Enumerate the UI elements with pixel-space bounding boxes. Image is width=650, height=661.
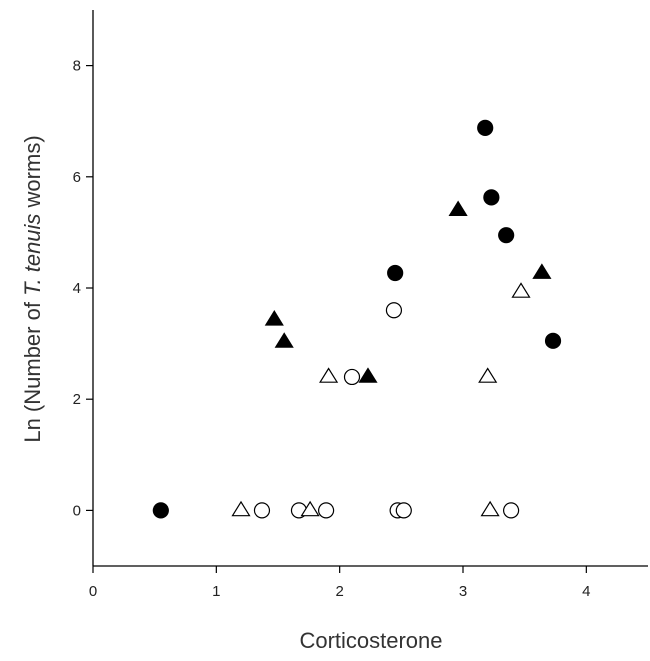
triangle-open-point [231, 500, 251, 517]
x-tick-label: 2 [335, 583, 343, 600]
circle-open-point [253, 502, 271, 519]
x-tick-label: 1 [212, 583, 220, 600]
y-tick-label: 6 [73, 169, 81, 186]
x-tick-label: 4 [582, 583, 590, 600]
x-tick-label: 0 [89, 583, 97, 600]
x-tick-label: 3 [459, 583, 467, 600]
circle-filled-point [152, 502, 169, 519]
circle-filled-point [477, 119, 494, 136]
axes [92, 10, 648, 567]
y-axis-label-suffix: worms) [20, 135, 45, 213]
circle-filled-point [387, 264, 404, 282]
y-tick-label: 8 [73, 58, 81, 75]
triangle-open-point [319, 367, 339, 383]
circle-open-point [503, 502, 520, 519]
triangle-open-point [511, 282, 531, 298]
y-tick-label: 0 [73, 502, 81, 519]
circle-filled-point [483, 189, 500, 206]
triangle-filled-point [448, 200, 468, 216]
triangle-filled-point [264, 310, 284, 326]
circle-open-point [343, 368, 361, 386]
circle-filled-point [544, 332, 562, 349]
triangle-open-point [478, 367, 498, 383]
circle-open-point [385, 302, 403, 319]
triangle-open-point [480, 500, 500, 517]
y-tick-label: 4 [73, 280, 81, 297]
x-axis-label: Corticosterone [299, 628, 442, 653]
triangle-open-point [300, 500, 320, 517]
triangle-filled-point [358, 367, 378, 383]
y-tick-label: 2 [73, 391, 81, 408]
x-ticks: 0 1 2 3 4 [89, 566, 591, 600]
y-axis-label-species: T. tenuis [20, 214, 45, 296]
circle-open-point [318, 502, 335, 519]
data-points [152, 119, 562, 519]
circle-open-point [395, 502, 412, 519]
y-ticks: 0 2 4 6 8 [73, 58, 93, 519]
y-axis-label-prefix: Ln (Number of [20, 296, 45, 443]
triangle-filled-point [274, 332, 294, 348]
triangle-filled-point [532, 263, 552, 279]
circle-filled-point [498, 227, 515, 244]
y-axis-label: Ln (Number of T. tenuis worms) [20, 135, 45, 442]
